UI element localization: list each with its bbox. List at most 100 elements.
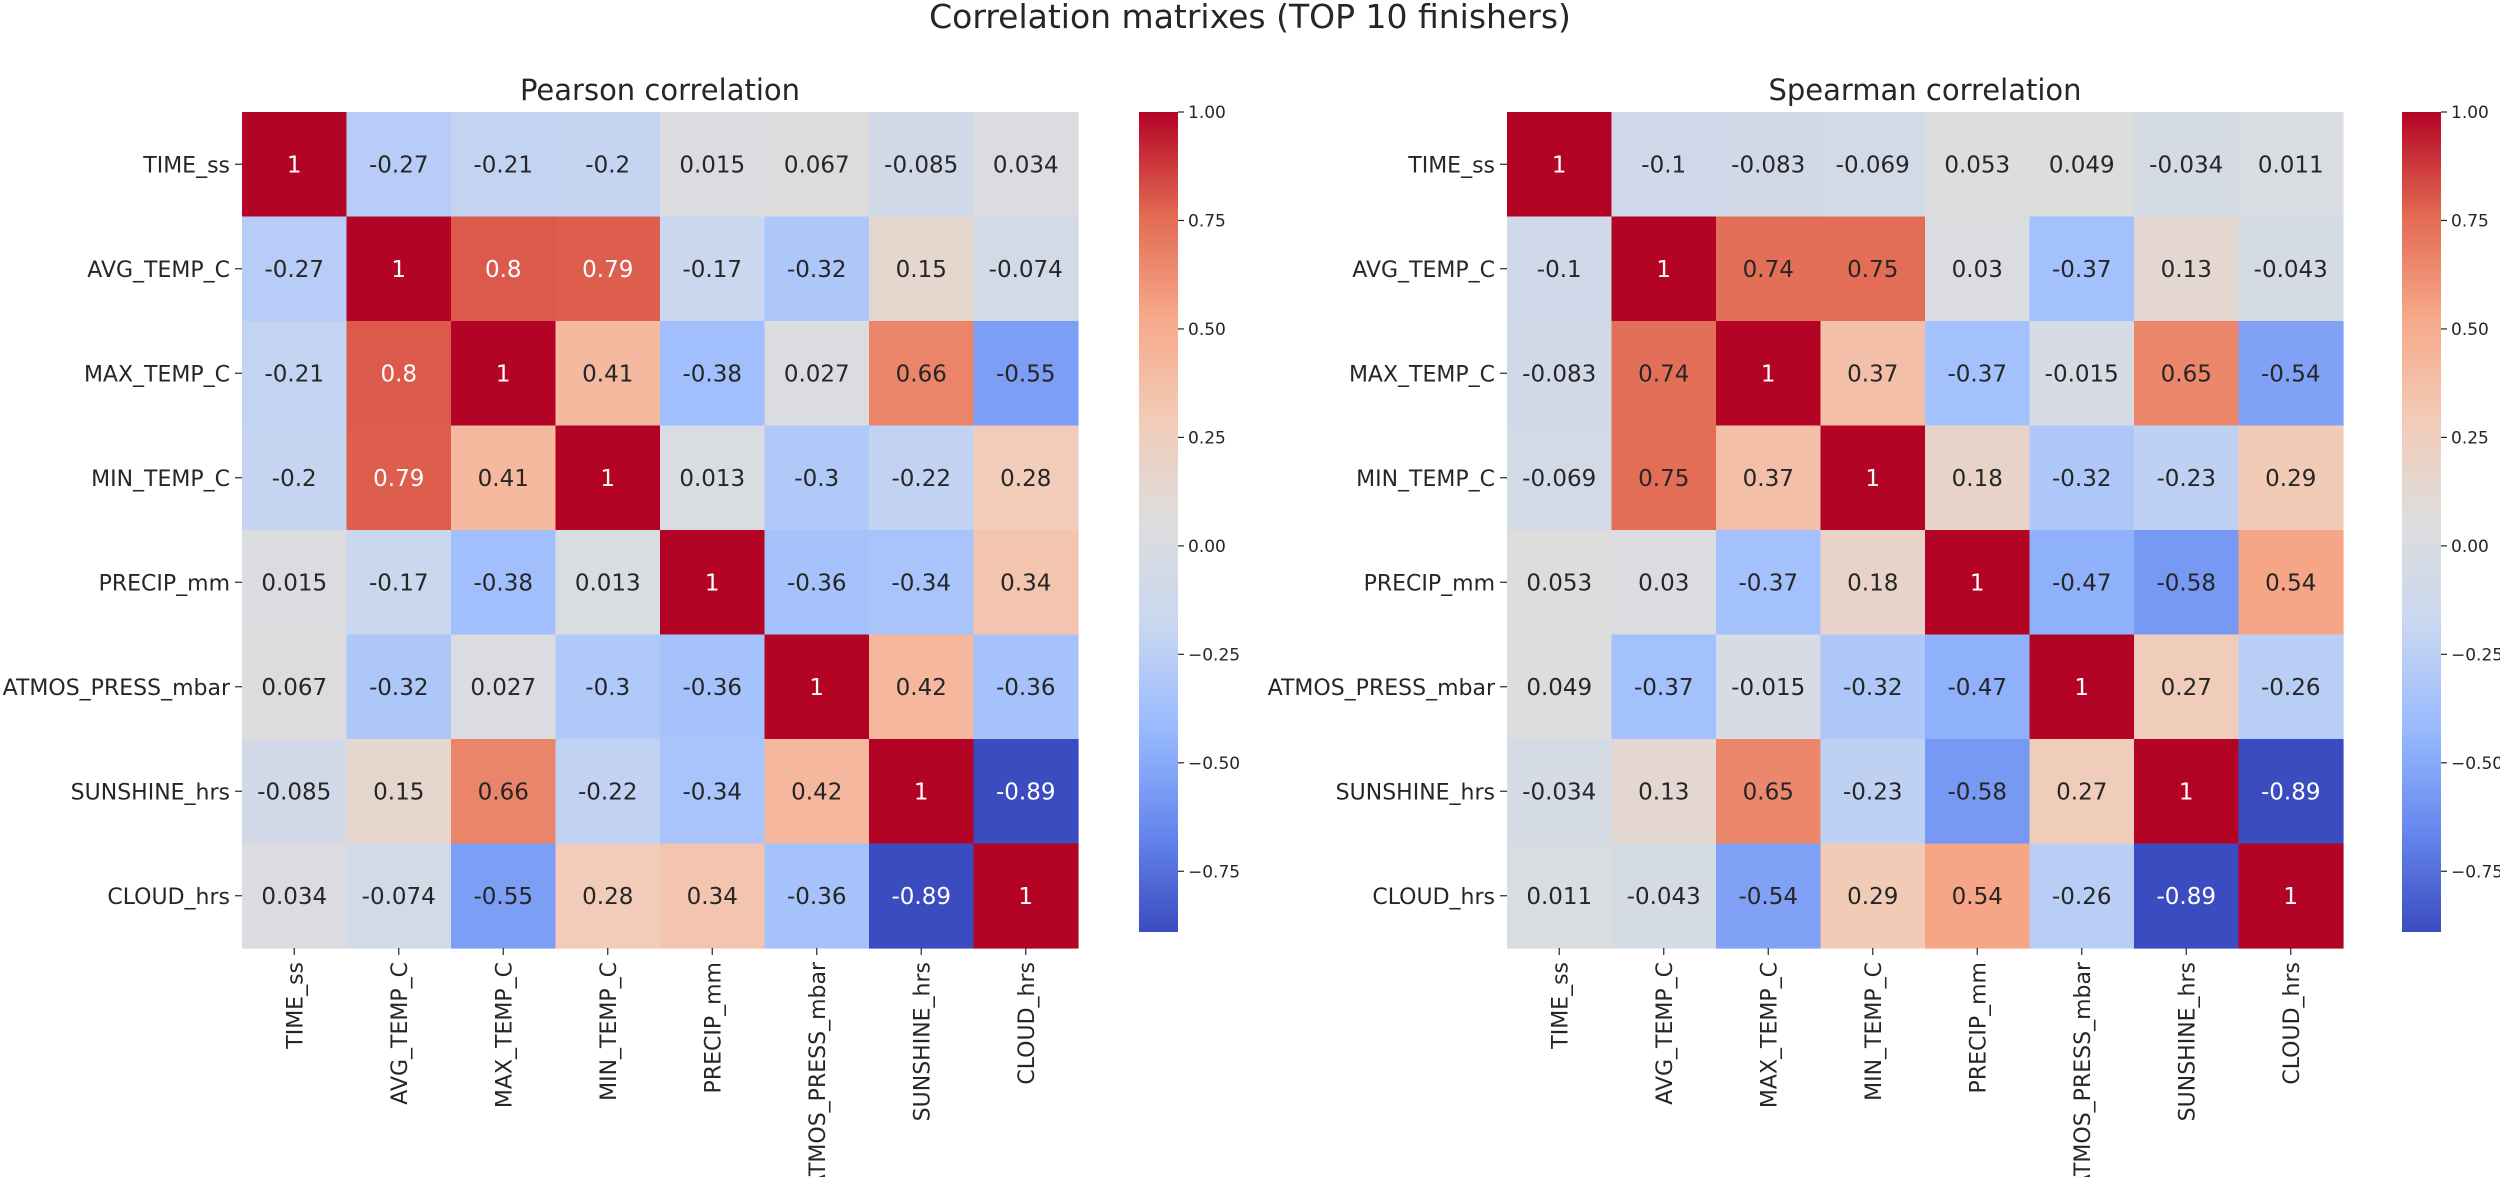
heatmap-cell xyxy=(346,216,452,322)
cell-value-label: 0.13 xyxy=(2161,257,2212,283)
heatmap-cell xyxy=(660,530,766,636)
heatmap-cell xyxy=(1716,112,1822,218)
heatmap-cell xyxy=(555,843,661,949)
heatmap-cell xyxy=(660,321,766,427)
cell-value-label: 0.74 xyxy=(1638,361,1689,387)
cell-value-label: 0.18 xyxy=(1847,570,1898,596)
colorbar xyxy=(1139,112,1178,932)
heatmap-cell xyxy=(1925,112,2031,218)
cell-value-label: 0.42 xyxy=(791,779,842,805)
heatmap-cell xyxy=(1925,321,2031,427)
heatmap-cell xyxy=(973,634,1079,740)
heatmap-cell xyxy=(973,425,1079,531)
y-tick-label: MIN_TEMP_C xyxy=(91,467,230,492)
heatmap-cell xyxy=(1716,739,1822,845)
cell-value-label: 0.29 xyxy=(1847,884,1898,910)
cell-value-label: 0.034 xyxy=(993,152,1059,178)
heatmap-cell xyxy=(1820,425,1926,531)
cell-value-label: -0.58 xyxy=(1947,779,2007,805)
cell-value-label: 0.27 xyxy=(2056,779,2107,805)
heatmap-cell xyxy=(660,843,766,949)
cell-value-label: 0.75 xyxy=(1847,257,1898,283)
heatmap-cell xyxy=(869,530,975,636)
colorbar-tick-label: 0.75 xyxy=(2451,211,2489,231)
x-tick-label: PRECIP_mm xyxy=(701,962,726,1093)
heatmap-cell xyxy=(2029,530,2135,636)
cell-value-label: 1 xyxy=(287,152,302,178)
y-tick-label: CLOUD_hrs xyxy=(1372,885,1495,910)
heatmap-cell xyxy=(973,112,1079,218)
cell-value-label: 0.049 xyxy=(2049,152,2115,178)
heatmap-cell xyxy=(346,425,452,531)
cell-value-label: -0.22 xyxy=(578,779,638,805)
heatmap-cell xyxy=(555,321,661,427)
heatmap-cell xyxy=(1507,530,1613,636)
heatmap-cell xyxy=(1716,530,1822,636)
heatmap-cell xyxy=(1820,634,1926,740)
heatmap-cell xyxy=(1716,321,1822,427)
heatmap-cell xyxy=(869,321,975,427)
colorbar-tick-label: 0.25 xyxy=(1188,428,1226,448)
heatmap-cell xyxy=(451,530,557,636)
colorbar-tick-label: 0.50 xyxy=(1188,320,1226,340)
heatmap-cell xyxy=(1820,321,1926,427)
heatmap-cell xyxy=(555,739,661,845)
heatmap-cell xyxy=(346,843,452,949)
y-tick-label: MIN_TEMP_C xyxy=(1356,467,1495,492)
cell-value-label: 0.34 xyxy=(687,884,738,910)
cell-value-label: 1 xyxy=(1761,361,1776,387)
cell-value-label: 0.015 xyxy=(261,570,327,596)
cell-value-label: -0.083 xyxy=(1731,152,1805,178)
x-tick-label: AVG_TEMP_C xyxy=(1653,962,1678,1105)
cell-value-label: 1 xyxy=(1656,257,1671,283)
heatmap-cell xyxy=(555,425,661,531)
heatmap-cell xyxy=(2238,843,2344,949)
cell-value-label: 0.28 xyxy=(582,884,633,910)
colorbar-tick-label: −0.75 xyxy=(1188,862,1240,882)
heatmap-cell xyxy=(555,112,661,218)
cell-value-label: 0.41 xyxy=(478,466,529,492)
cell-value-label: 0.37 xyxy=(1743,466,1794,492)
heatmap-cell xyxy=(1507,321,1613,427)
heatmap-cell xyxy=(242,216,348,322)
cell-value-label: -0.89 xyxy=(2261,779,2321,805)
cell-value-label: -0.034 xyxy=(2149,152,2223,178)
heatmap-cell xyxy=(2029,321,2135,427)
cell-value-label: -0.34 xyxy=(891,570,951,596)
y-tick-label: ATMOS_PRESS_mbar xyxy=(1268,676,1496,701)
panel-title: Spearman correlation xyxy=(1768,73,2081,107)
heatmap-cell xyxy=(2238,425,2344,531)
heatmap-cell xyxy=(1716,843,1822,949)
heatmap-cell xyxy=(2238,634,2344,740)
cell-value-label: -0.36 xyxy=(682,675,742,701)
colorbar-tick-label: 1.00 xyxy=(1188,103,1226,123)
cell-value-label: 1 xyxy=(1970,570,1985,596)
cell-value-label: -0.21 xyxy=(473,152,533,178)
heatmap-cell xyxy=(764,634,870,740)
heatmap-cell xyxy=(869,425,975,531)
cell-value-label: 1 xyxy=(2179,779,2194,805)
cell-value-label: 1 xyxy=(914,779,929,805)
x-tick-label: MIN_TEMP_C xyxy=(597,962,622,1101)
heatmap-cell xyxy=(2134,530,2240,636)
colorbar-tick-label: 0.25 xyxy=(2451,428,2489,448)
cell-value-label: 1 xyxy=(391,257,406,283)
x-tick-label: TIME_ss xyxy=(1548,962,1573,1050)
cell-value-label: 0.011 xyxy=(2258,152,2324,178)
cell-value-label: 1 xyxy=(1552,152,1567,178)
cell-value-label: -0.26 xyxy=(2052,884,2112,910)
heatmap-cell xyxy=(2238,530,2344,636)
y-tick-label: PRECIP_mm xyxy=(1364,571,1495,596)
x-tick-label: MAX_TEMP_C xyxy=(492,962,517,1108)
cell-value-label: -0.034 xyxy=(1522,779,1596,805)
heatmap-cell xyxy=(1925,739,2031,845)
heatmap-cell xyxy=(242,321,348,427)
cell-value-label: -0.21 xyxy=(264,361,324,387)
heatmap-cell xyxy=(2134,112,2240,218)
cell-value-label: 0.54 xyxy=(1952,884,2003,910)
heatmap-cell xyxy=(660,425,766,531)
heatmap-cell xyxy=(1925,530,2031,636)
cell-value-label: 0.013 xyxy=(575,570,641,596)
cell-value-label: 0.34 xyxy=(1000,570,1051,596)
